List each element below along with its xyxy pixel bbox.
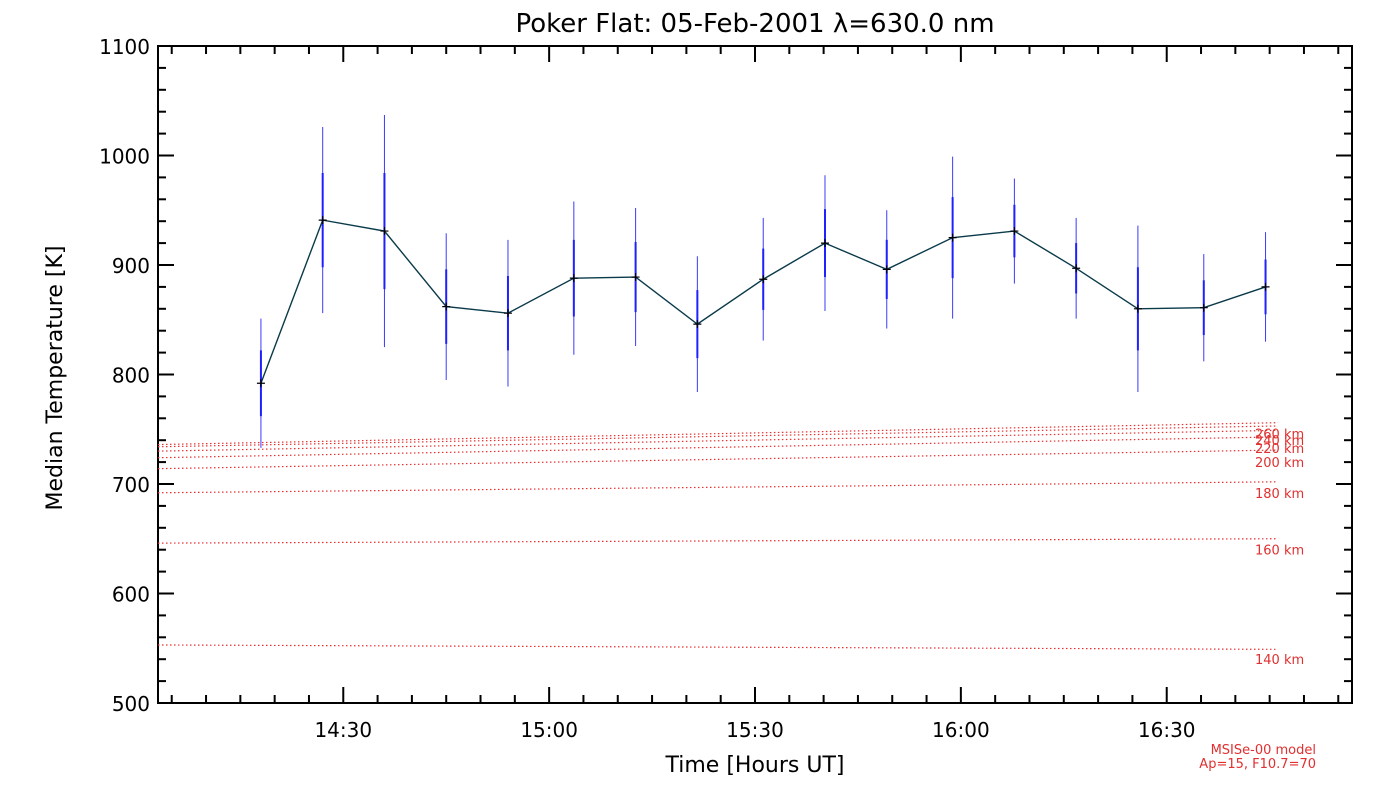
model-curve	[157, 425, 1278, 448]
model-curve-label: 140 km	[1255, 653, 1304, 668]
data-point	[882, 265, 891, 274]
y-axis-label: Median Temperature [K]	[43, 246, 68, 511]
model-curve-label: 220 km	[1255, 442, 1304, 457]
y-tick-label: 600	[112, 583, 150, 607]
model-curve	[157, 436, 1278, 459]
model-curve	[157, 538, 1278, 544]
data-point	[1010, 227, 1019, 236]
model-note-line-1: MSISe-00 model	[1211, 743, 1316, 758]
data-point	[948, 233, 957, 242]
x-tick-label: 16:00	[932, 718, 990, 742]
plot-border	[157, 45, 1353, 704]
data-point	[569, 274, 578, 283]
y-axis: 500 600 700 800 900 1000 1100	[99, 35, 1352, 716]
model-curve-label: 200 km	[1255, 456, 1304, 471]
x-tick-label: 15:00	[520, 718, 578, 742]
data-point	[442, 302, 451, 311]
x-tick-label: 15:30	[726, 718, 784, 742]
data-point	[1133, 304, 1142, 313]
data-point	[380, 227, 389, 236]
model-curve	[157, 449, 1278, 470]
model-curve	[157, 422, 1278, 446]
model-curve-label: 160 km	[1255, 544, 1304, 559]
data-point	[631, 273, 640, 282]
model-curve-label: 260 km	[1255, 428, 1304, 443]
temperature-series	[256, 216, 1270, 388]
data-point	[759, 275, 768, 284]
model-curve-label: 180 km	[1255, 487, 1304, 502]
msis-model-curves	[157, 422, 1278, 650]
y-tick-label: 500	[112, 692, 150, 716]
x-axis-label: Time [Hours UT]	[665, 753, 845, 778]
model-curve-label: 240 km	[1255, 434, 1304, 449]
data-point	[820, 239, 829, 248]
model-curve	[157, 429, 1278, 452]
model-curve	[157, 644, 1278, 650]
y-tick-label: 800	[112, 364, 150, 388]
data-point	[1261, 282, 1270, 291]
data-point	[318, 216, 327, 225]
data-point	[256, 379, 265, 388]
y-tick-label: 1000	[99, 145, 150, 169]
data-point	[503, 309, 512, 318]
model-curve	[157, 481, 1278, 494]
x-axis: 14:30 15:00 15:30 16:00 16:30	[170, 46, 1340, 742]
data-point	[1072, 264, 1081, 273]
y-tick-label: 700	[112, 473, 150, 497]
y-tick-label: 900	[112, 254, 150, 278]
model-note-line-2: Ap=15, F10.7=70	[1199, 757, 1316, 772]
plot-frame	[157, 45, 1353, 704]
data-point	[693, 320, 702, 329]
x-tick-label: 16:30	[1138, 718, 1196, 742]
y-tick-label: 1100	[99, 35, 150, 59]
chart-title: Poker Flat: 05-Feb-2001 λ=630.0 nm	[515, 9, 994, 39]
data-point	[1199, 303, 1208, 312]
x-tick-label: 14:30	[314, 718, 372, 742]
